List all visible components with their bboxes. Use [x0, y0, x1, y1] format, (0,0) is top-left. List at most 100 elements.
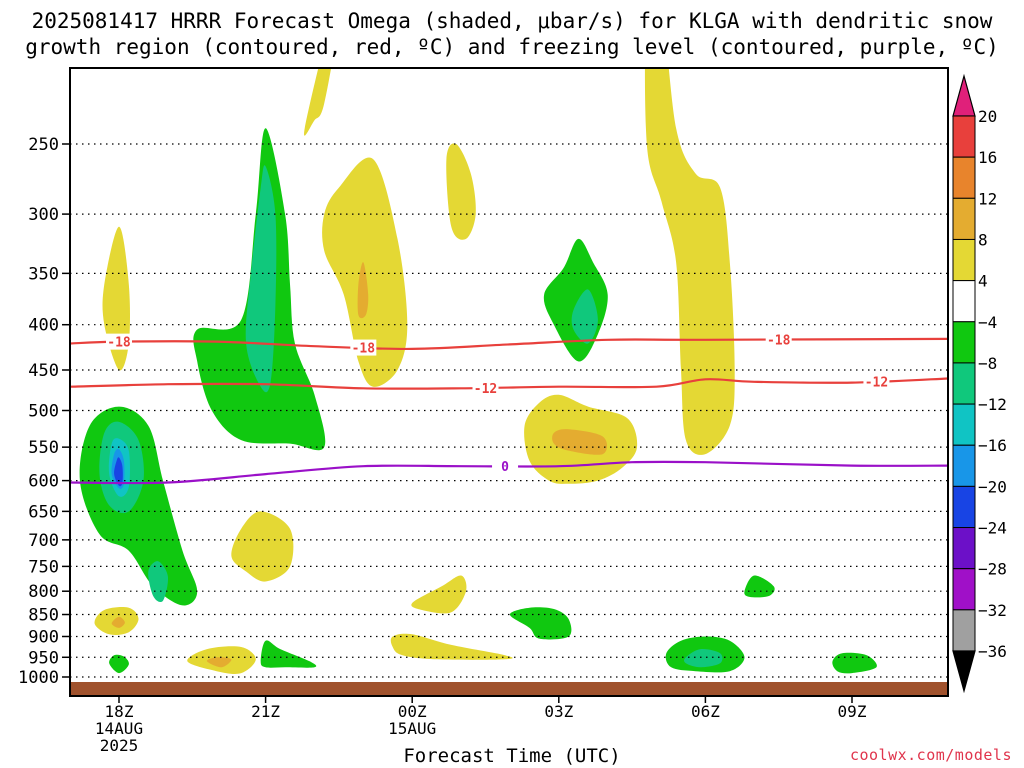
- y-tick-label: 600: [28, 472, 59, 492]
- omega-region: [446, 143, 476, 240]
- colorbar-swatch: [952, 197, 976, 240]
- omega-region: [245, 165, 277, 393]
- omega-shading: [79, 68, 877, 674]
- y-tick-label: 700: [28, 531, 59, 551]
- colorbar-swatch: [952, 73, 976, 117]
- omega-region: [411, 575, 467, 614]
- contour-label-bg: [492, 458, 519, 475]
- omega-region: [571, 289, 598, 344]
- x-tick-label: 15AUG: [388, 719, 436, 738]
- omega-region: [390, 633, 513, 660]
- omega-region: [231, 511, 294, 582]
- colorbar-label: −16: [978, 436, 1007, 455]
- y-tick-label: 1000: [18, 668, 59, 688]
- y-axis-ticks: 2503003504004505005506006507007508008509…: [18, 135, 70, 688]
- contour-label: -18: [107, 336, 131, 351]
- colorbar-swatch: [952, 362, 976, 405]
- y-tick-label: 350: [28, 264, 59, 284]
- omega-region: [206, 657, 232, 668]
- temperature-contours: -18 -18 -18 -12 -12 0: [70, 331, 948, 485]
- contour-label: -18: [352, 342, 376, 357]
- y-tick-label: 550: [28, 438, 59, 458]
- colorbar-label: −36: [978, 642, 1007, 661]
- x-tick-label: 2025: [100, 736, 139, 755]
- colorbar-label: 16: [978, 148, 997, 167]
- contour-label-bg: [106, 333, 132, 350]
- x-tick-label: 00Z: [398, 702, 427, 721]
- colorbar-swatch: [952, 650, 976, 694]
- chart-title-line2: growth region (contoured, red, ºC) and f…: [25, 35, 999, 59]
- colorbar-label: 8: [978, 230, 988, 249]
- contour-label: -12: [474, 382, 497, 397]
- y-tick-label: 450: [28, 361, 59, 381]
- omega-region: [304, 68, 332, 136]
- contour-line: [70, 337, 948, 351]
- omega-region: [644, 68, 735, 455]
- omega-region: [114, 457, 123, 487]
- colorbar-label: −4: [978, 313, 997, 332]
- contour-label: -12: [865, 376, 888, 391]
- plot-frame: [69, 67, 949, 697]
- colorbar-swatch: [952, 403, 976, 446]
- contour-label-bg: [472, 379, 499, 396]
- ground-surface: [70, 682, 948, 696]
- colorbar-swatch: [952, 444, 976, 487]
- contour-line: [70, 377, 948, 390]
- omega-region: [260, 640, 317, 668]
- colorbar-label: −12: [978, 395, 1007, 414]
- omega-region: [79, 406, 198, 606]
- contour-label-bg: [765, 331, 792, 348]
- contour-label: -18: [767, 334, 791, 349]
- x-tick-label: 21Z: [251, 702, 280, 721]
- chart-title-line1: 2025081417 HRRR Forecast Omega (shaded, …: [31, 9, 993, 33]
- x-tick-label: 03Z: [544, 702, 573, 721]
- y-tick-label: 300: [28, 205, 59, 225]
- colorbar-label: 4: [978, 272, 988, 291]
- x-tick-label: 14AUG: [95, 719, 143, 738]
- colorbar-swatch: [952, 609, 976, 652]
- omega-colorbar: 20 16 12 8 4 −4 −8 −12 −16 −20 −24 −28 −32 −36: [952, 73, 1007, 694]
- colorbar-label: 12: [978, 189, 997, 208]
- colorbar-label: −24: [978, 519, 1007, 538]
- y-tick-label: 750: [28, 557, 59, 577]
- colorbar-swatch: [952, 115, 976, 158]
- colorbar-swatch: [952, 156, 976, 199]
- colorbar-swatch: [952, 321, 976, 364]
- colorbar-label: −20: [978, 477, 1007, 496]
- y-tick-label: 850: [28, 606, 59, 626]
- x-tick-label: 09Z: [838, 702, 867, 721]
- colorbar-label: −28: [978, 560, 1007, 579]
- omega-region: [148, 561, 169, 603]
- contour-label-bg: [350, 339, 377, 356]
- y-tick-label: 800: [28, 582, 59, 602]
- omega-region: [357, 262, 369, 319]
- colorbar-swatch: [952, 280, 976, 323]
- y-tick-label: 500: [28, 402, 59, 422]
- colorbar-label: 20: [978, 107, 997, 126]
- chart-title: 2025081417 HRRR Forecast Omega (shaded, …: [0, 8, 1024, 60]
- omega-region: [109, 654, 129, 674]
- y-tick-label: 900: [28, 627, 59, 647]
- colorbar-swatch: [952, 485, 976, 529]
- omega-region: [552, 429, 608, 455]
- y-tick-label: 650: [28, 502, 59, 522]
- colorbar-swatch: [952, 238, 976, 282]
- pressure-gridlines: [70, 143, 948, 678]
- x-axis-label: Forecast Time (UTC): [403, 745, 621, 767]
- x-tick-label: 18Z: [105, 702, 134, 721]
- y-tick-label: 400: [28, 316, 59, 336]
- omega-region: [111, 616, 125, 628]
- contour-label-bg: [863, 373, 890, 390]
- credit-link[interactable]: coolwx.com/models: [849, 746, 1012, 764]
- y-tick-label: 250: [28, 135, 59, 155]
- y-tick-label: 950: [28, 648, 59, 668]
- omega-region: [684, 648, 723, 668]
- omega-region: [832, 652, 877, 674]
- colorbar-label: −32: [978, 601, 1007, 620]
- omega-region: [744, 575, 775, 598]
- colorbar-swatch: [952, 527, 976, 570]
- omega-region: [509, 607, 572, 640]
- colorbar-label: −8: [978, 354, 997, 373]
